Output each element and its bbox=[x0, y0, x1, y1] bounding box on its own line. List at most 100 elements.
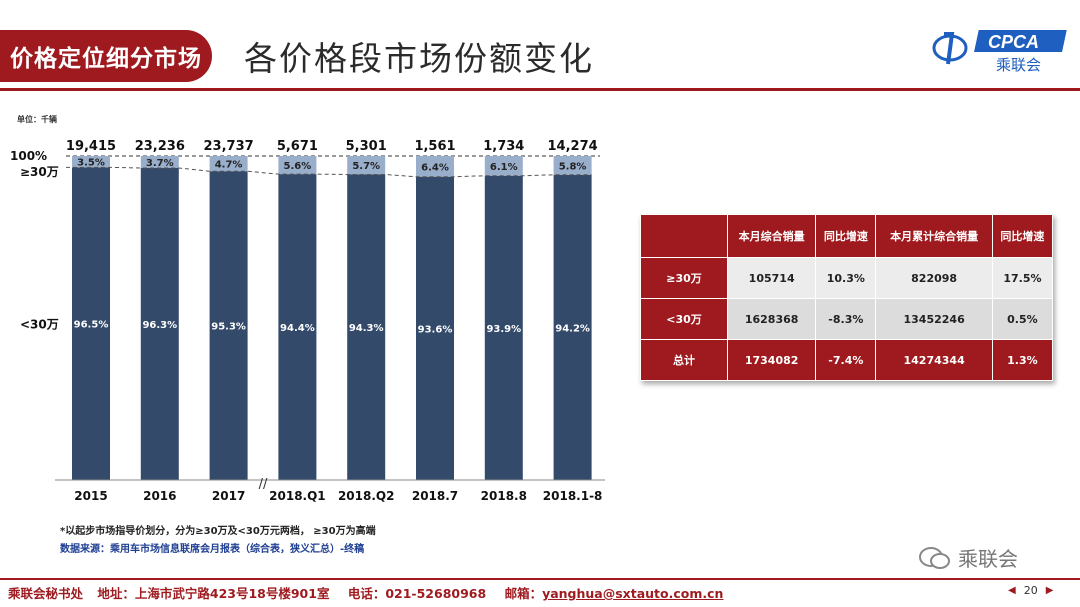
table-total-row: 总计 1734082 -7.4% 14274344 1.3% bbox=[640, 339, 1054, 381]
total-label: 1,561 bbox=[414, 139, 455, 154]
label-below-30w: 93.9% bbox=[486, 324, 521, 335]
total-label: 23,737 bbox=[204, 139, 254, 154]
table-header-row: 本月综合销量 同比增速 本月累计综合销量 同比增速 bbox=[640, 214, 1054, 258]
x-tick-label: 2016 bbox=[143, 489, 176, 503]
data-source: 数据来源：乘用车市场信息联席会月报表（综合表，狭义汇总）-终稿 bbox=[60, 544, 365, 555]
table-row: <30万 1628368 -8.3% 13452246 0.5% bbox=[640, 298, 1054, 340]
table-cell: -7.4% bbox=[815, 339, 877, 381]
total-label: 23,236 bbox=[135, 139, 185, 154]
share-chart: 3.5% 96.5% 19,415 2015 3.7% 96.3% 23,236 2016 4.… bbox=[10, 139, 605, 503]
x-tick-label: 2018.1-8 bbox=[543, 489, 603, 503]
table-cell: 0.5% bbox=[991, 298, 1054, 340]
total-label: 5,301 bbox=[346, 139, 387, 154]
footnote: *以起步市场指导价划分，分为≥30万及<30万元两档， ≥30万为高端 bbox=[60, 526, 376, 537]
prev-page-icon[interactable]: ◀ bbox=[1008, 585, 1016, 596]
x-tick-label: 2017 bbox=[212, 489, 245, 503]
table-cell: 822098 bbox=[875, 257, 993, 299]
unit-label: 单位：千辆 bbox=[17, 115, 57, 124]
footer: 乘联会秘书处 地址：上海市武宁路423号18号楼901室 电话：021-5268… bbox=[8, 583, 733, 602]
bar-above-30w bbox=[553, 156, 592, 175]
total-label: 1,734 bbox=[483, 139, 524, 154]
section-tag: 价格定位细分市场 bbox=[0, 30, 212, 82]
label-above-30w: 4.7% bbox=[215, 160, 243, 171]
cpca-logo: CPCA 乘联会 bbox=[932, 30, 1067, 74]
y-label-high: ≥30万 bbox=[20, 165, 59, 179]
x-tick-label: 2018.Q1 bbox=[269, 489, 326, 503]
bar-below-30w bbox=[72, 167, 110, 480]
table-cell: 1734082 bbox=[726, 339, 817, 381]
table-cell: -8.3% bbox=[815, 298, 877, 340]
footer-phone: 电话：021-52680968 bbox=[347, 586, 487, 601]
bar-above-30w bbox=[209, 156, 248, 172]
x-tick-label: 2018.8 bbox=[481, 489, 527, 503]
row-label: ≥30万 bbox=[640, 257, 728, 299]
row-label: 总计 bbox=[640, 339, 728, 381]
next-page-icon[interactable]: ▶ bbox=[1045, 585, 1054, 596]
bar-above-30w bbox=[72, 156, 110, 168]
bar-below-30w bbox=[484, 175, 523, 480]
footer-address: 地址：上海市武宁路423号18号楼901室 bbox=[97, 586, 330, 601]
label-below-30w: 95.3% bbox=[211, 322, 246, 333]
label-above-30w: 6.4% bbox=[421, 162, 449, 173]
header-cell: 本月综合销量 bbox=[726, 214, 817, 258]
logo-text: CPCA bbox=[988, 32, 1039, 52]
header-cell: 本月累计综合销量 bbox=[875, 214, 993, 258]
y-label-low: <30万 bbox=[20, 317, 59, 331]
footer-divider bbox=[0, 578, 1080, 580]
title-divider bbox=[0, 88, 1080, 91]
label-above-30w: 5.7% bbox=[352, 161, 380, 172]
label-below-30w: 96.3% bbox=[142, 320, 177, 331]
watermark-text: 乘联会 bbox=[958, 547, 1018, 571]
header-cell: 同比增速 bbox=[815, 214, 877, 258]
header-cell: 同比增速 bbox=[991, 214, 1054, 258]
table-cell: 105714 bbox=[726, 257, 817, 299]
table-cell: 1.3% bbox=[991, 339, 1054, 381]
table-row: ≥30万 105714 10.3% 822098 17.5% bbox=[640, 257, 1054, 299]
bar-above-30w bbox=[416, 156, 454, 177]
label-below-30w: 94.3% bbox=[349, 323, 384, 334]
total-label: 19,415 bbox=[66, 139, 116, 154]
page-number: 20 bbox=[1023, 584, 1038, 597]
pager: ◀ 20 ▶ bbox=[1008, 584, 1053, 597]
bar-above-30w bbox=[484, 156, 523, 176]
label-above-30w: 5.6% bbox=[284, 161, 312, 172]
label-below-30w: 94.2% bbox=[555, 323, 590, 334]
page-title: 各价格段市场份额变化 bbox=[244, 39, 594, 78]
bar-above-30w bbox=[278, 156, 317, 175]
table-cell: 13452246 bbox=[875, 298, 993, 340]
wechat-icon bbox=[919, 546, 950, 569]
bar-above-30w bbox=[140, 156, 179, 168]
bar-below-30w bbox=[209, 171, 248, 480]
label-below-30w: 96.5% bbox=[74, 320, 109, 331]
x-tick-label: 2018.Q2 bbox=[338, 489, 395, 503]
footer-email[interactable]: yanghua@sxtauto.com.cn bbox=[542, 586, 724, 601]
label-above-30w: 3.5% bbox=[77, 158, 105, 169]
table-cell: 17.5% bbox=[991, 257, 1054, 299]
bar-below-30w bbox=[416, 176, 454, 480]
table-cell: 14274344 bbox=[875, 339, 993, 381]
label-above-30w: 3.7% bbox=[146, 158, 174, 169]
label-above-30w: 5.8% bbox=[559, 161, 587, 172]
header-cell bbox=[640, 214, 728, 258]
bar-below-30w bbox=[140, 167, 179, 480]
footer-office: 乘联会秘书处 bbox=[8, 586, 84, 601]
y-label-100: 100% bbox=[10, 149, 47, 163]
bar-below-30w bbox=[278, 174, 317, 481]
footer-email-label: 邮箱： bbox=[504, 586, 543, 601]
x-tick-label: 2015 bbox=[74, 489, 107, 503]
total-label: 14,274 bbox=[548, 139, 598, 154]
table-cell: 1628368 bbox=[726, 298, 817, 340]
table-cell: 10.3% bbox=[815, 257, 877, 299]
x-tick-label: 2018.7 bbox=[412, 489, 458, 503]
bar-above-30w bbox=[347, 156, 386, 175]
label-below-30w: 93.6% bbox=[418, 324, 453, 335]
logo-sub: 乘联会 bbox=[996, 56, 1041, 74]
bar-below-30w bbox=[347, 174, 386, 480]
watermark: 乘联会 bbox=[918, 543, 1018, 572]
share-boundary-line bbox=[66, 166, 592, 178]
total-label: 5,671 bbox=[277, 139, 318, 154]
axis-break-mark: // bbox=[259, 477, 268, 492]
label-below-30w: 94.4% bbox=[280, 323, 315, 334]
label-above-30w: 6.1% bbox=[490, 162, 518, 173]
row-label: <30万 bbox=[640, 298, 728, 340]
